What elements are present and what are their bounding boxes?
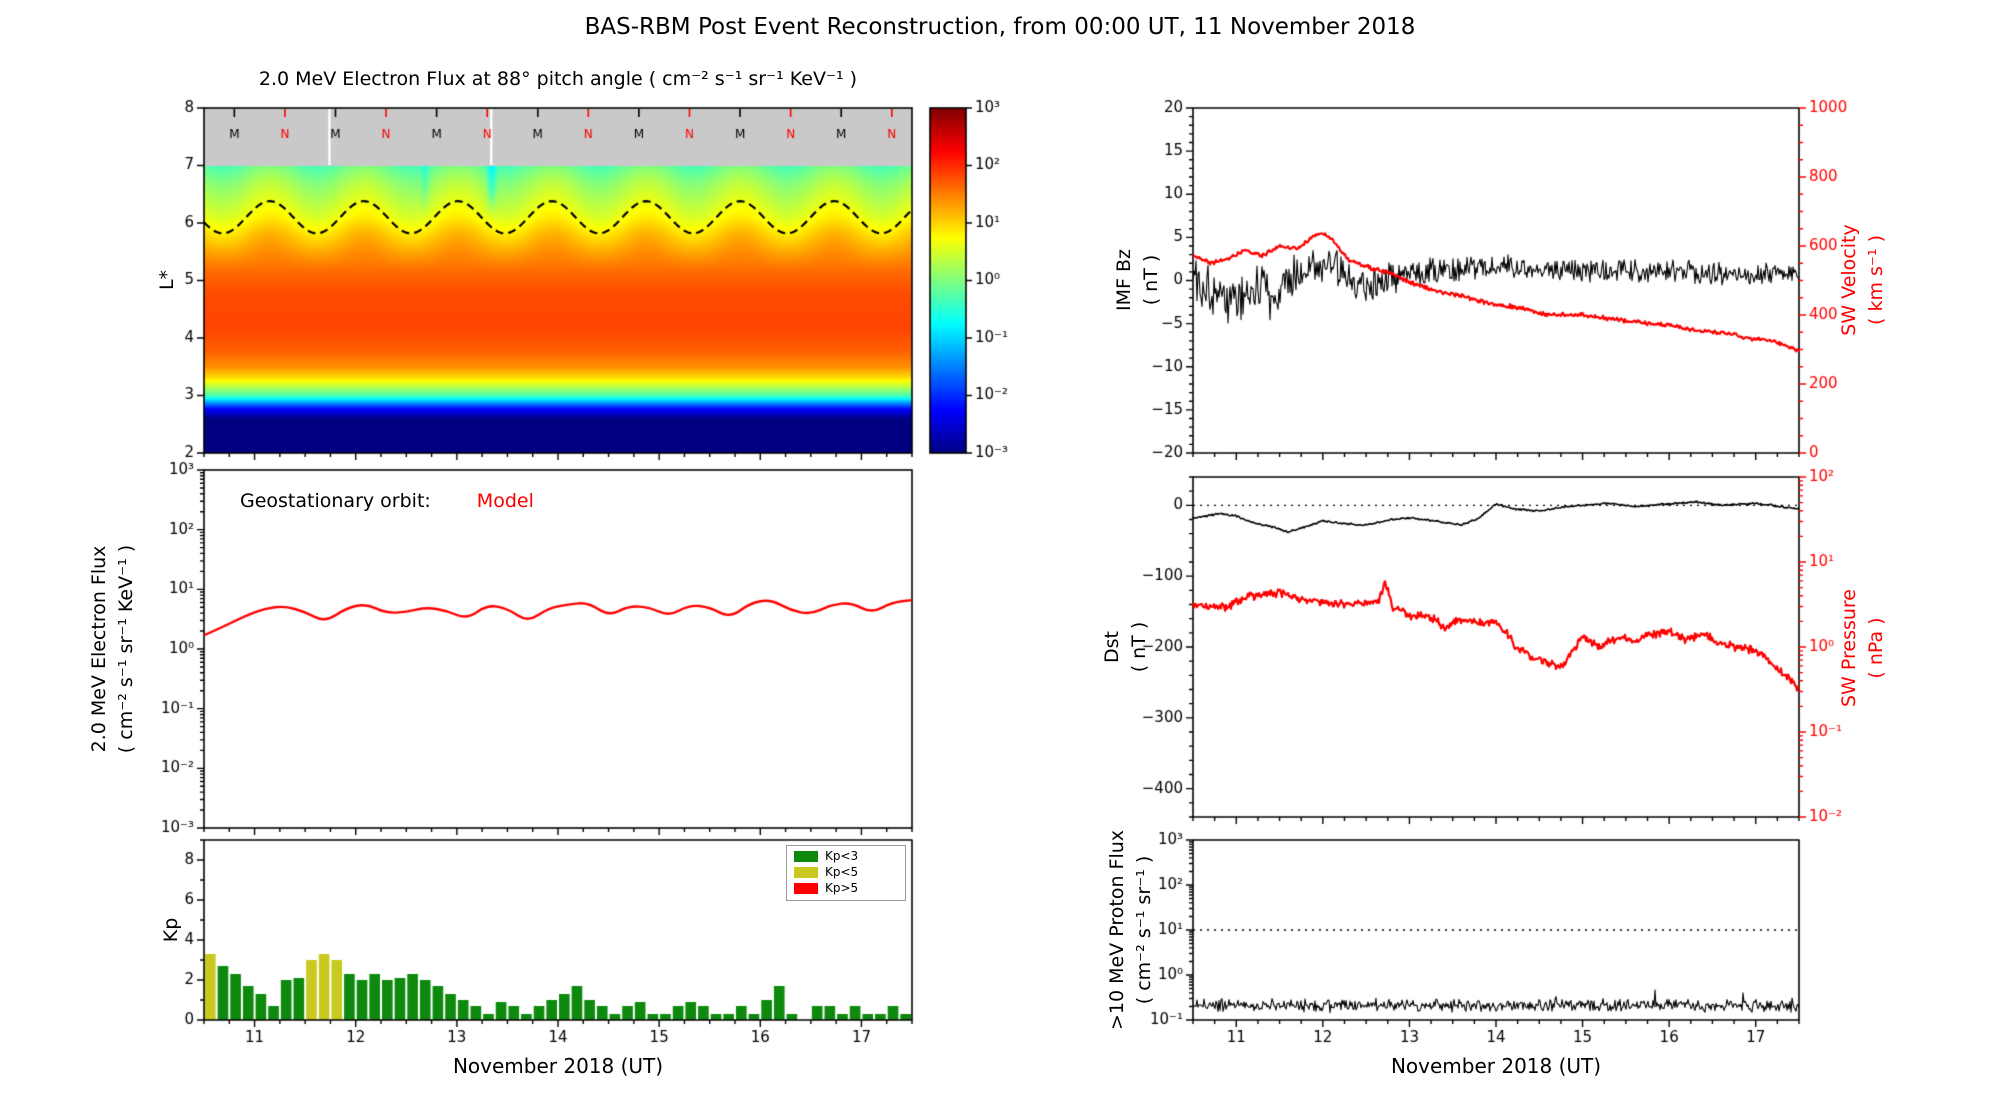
sw-pressure-axis-label: SW Pressure ( nPa ) [1838,588,1887,708]
imf-bz-axis-label: IMF Bz ( nT ) [1113,249,1162,311]
geo-orbit-annotation-prefix: Geostationary orbit: [240,490,431,512]
kp-legend: Kp<3 Kp<5 Kp>5 [786,845,906,901]
proton-flux-axis-label: >10 MeV Proton Flux ( cm⁻² s⁻¹ sr⁻¹ ) [1106,829,1155,1031]
legend-label-kp-low: Kp<3 [825,849,859,863]
legend-swatch-kp-low [794,851,818,863]
model-label: Model [476,490,534,512]
legend-item-kp-mid: Kp<5 [794,865,898,880]
kp-axis-label: Kp [160,917,182,943]
heatmap-title: 2.0 MeV Electron Flux at 88° pitch angle… [258,68,858,90]
legend-label-kp-mid: Kp<5 [825,865,859,880]
legend-item-kp-low: Kp<3 [794,849,898,863]
x-axis-label-left: November 2018 (UT) [452,1054,664,1078]
geo-orbit-annotation: Geostationary orbit: Model [240,490,534,512]
figure-title: BAS-RBM Post Event Reconstruction, from … [584,14,1416,40]
legend-item-kp-high: Kp>5 [794,882,898,895]
legend-label-kp-high: Kp>5 [825,881,859,896]
sw-velocity-axis-label: SW Velocity ( km s⁻¹ ) [1838,224,1887,336]
electron-flux-axis-label: 2.0 MeV Electron Flux ( cm⁻² s⁻¹ sr⁻¹ Ke… [88,544,137,754]
x-axis-label-right: November 2018 (UT) [1390,1054,1602,1078]
legend-swatch-kp-mid [794,867,818,879]
lstar-axis-label: L* [156,269,178,291]
legend-swatch-kp-high [794,883,818,895]
